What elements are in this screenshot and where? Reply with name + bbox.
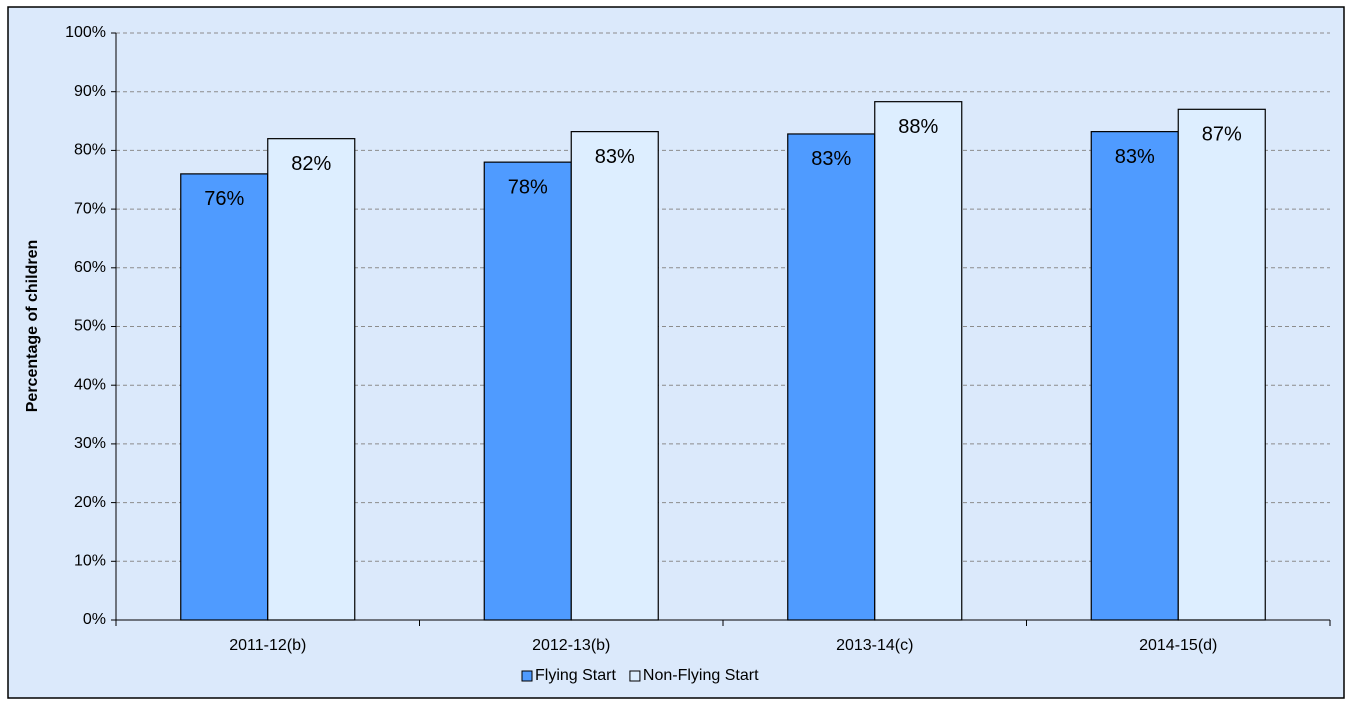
- value-label: 82%: [291, 153, 331, 175]
- y-tick-label: 0%: [83, 611, 106, 628]
- y-tick-label: 90%: [74, 83, 106, 100]
- legend-label: Non-Flying Start: [643, 667, 759, 684]
- value-label: 88%: [898, 116, 938, 138]
- value-label: 83%: [811, 148, 851, 170]
- bar: [570, 131, 659, 621]
- bar: [483, 161, 572, 621]
- y-axis-label: Percentage of children: [24, 240, 41, 413]
- bar: [874, 101, 963, 621]
- value-label: 83%: [595, 146, 635, 168]
- legend-swatch: [629, 670, 641, 682]
- y-tick-label: 70%: [74, 200, 106, 217]
- legend-label: Flying Start: [535, 667, 616, 684]
- x-tick-label: 2013-14(c): [836, 637, 913, 654]
- value-label: 76%: [204, 188, 244, 210]
- y-tick-label: 30%: [74, 435, 106, 452]
- bar: [1090, 131, 1179, 621]
- bar: [180, 173, 269, 621]
- bar: [787, 133, 876, 621]
- y-tick-label: 60%: [74, 259, 106, 276]
- y-tick-label: 10%: [74, 553, 106, 570]
- legend-swatch: [521, 670, 533, 682]
- bar: [1177, 108, 1266, 621]
- x-tick-label: 2012-13(b): [532, 637, 610, 654]
- value-label: 83%: [1115, 146, 1155, 168]
- y-tick-label: 40%: [74, 376, 106, 393]
- value-label: 87%: [1202, 124, 1242, 146]
- y-tick-label: 20%: [74, 494, 106, 511]
- bar: [267, 138, 356, 621]
- x-tick-label: 2011-12(b): [229, 637, 306, 654]
- y-tick-label: 100%: [65, 24, 106, 41]
- value-label: 78%: [508, 176, 548, 198]
- y-tick-label: 50%: [74, 318, 106, 335]
- x-tick-label: 2014-15(d): [1139, 637, 1217, 654]
- y-tick-label: 80%: [74, 142, 106, 159]
